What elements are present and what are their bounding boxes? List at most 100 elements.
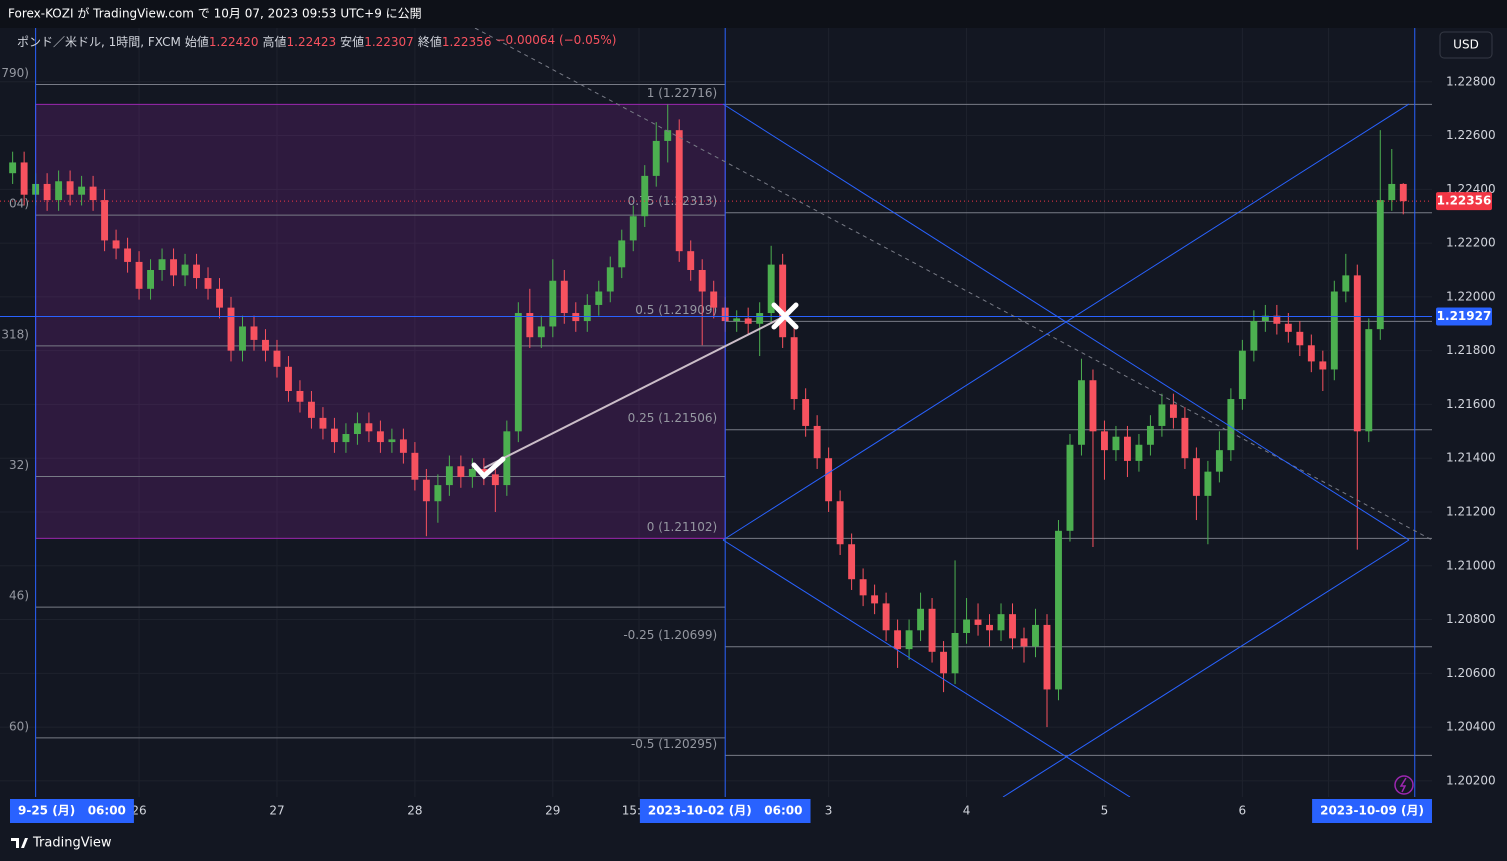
candle-body <box>43 183 51 201</box>
channel-line <box>722 539 1131 797</box>
candle-body <box>790 337 798 400</box>
candle-body <box>445 466 453 486</box>
candle-body <box>687 251 695 270</box>
candle-body <box>468 468 476 478</box>
channel-line <box>722 103 1410 541</box>
candle-body <box>204 278 212 289</box>
candle-body <box>1330 291 1338 370</box>
candle-body <box>1376 200 1384 330</box>
y-tick-label: 1.20600 <box>1446 666 1496 680</box>
candle-body <box>560 280 568 314</box>
candle-body <box>319 417 327 429</box>
candle-body <box>595 291 603 305</box>
currency-button[interactable] <box>1439 31 1493 59</box>
candle-body <box>871 595 879 604</box>
candle-body <box>1365 329 1373 432</box>
candle-body <box>572 313 580 322</box>
candle-body <box>1284 323 1292 332</box>
ohlc-value: 1.22420 <box>208 35 259 49</box>
time-marker-box <box>639 799 811 823</box>
candle-body <box>537 326 545 338</box>
candle-body <box>399 439 407 453</box>
candle-body <box>618 240 626 268</box>
candle-body <box>1158 404 1166 426</box>
candle-body <box>940 651 948 674</box>
candle-body <box>353 423 361 435</box>
candle-body <box>641 175 649 217</box>
candle-body <box>1261 315 1269 322</box>
fib-label: 04) <box>9 197 29 211</box>
candle-body <box>330 428 338 443</box>
candle-body <box>480 468 488 475</box>
candle-body <box>583 304 591 322</box>
brand-name: TradingView <box>32 836 112 851</box>
ohlc-label: 安値 <box>340 35 365 49</box>
candle-body <box>1089 380 1097 432</box>
candle-body <box>744 318 752 324</box>
candle-body <box>836 501 844 545</box>
ohlc: 終値1.22356 <box>418 33 492 50</box>
candle-body <box>928 608 936 652</box>
candle-body <box>698 269 706 292</box>
symbol: ポンド／米ドル, 1時間, FXCM <box>17 35 181 49</box>
candle-body <box>526 313 534 338</box>
fib-label: 1 (1.22716) <box>647 86 717 100</box>
candle-body <box>1032 624 1039 647</box>
candle-body <box>1342 275 1350 292</box>
candle-body <box>78 186 86 195</box>
fib-label: -0.5 (1.20295) <box>631 737 717 751</box>
x-tick-label: 3 <box>825 804 833 818</box>
candle-body <box>9 162 17 174</box>
arrow-line <box>483 315 786 469</box>
y-tick-label: 1.22600 <box>1446 128 1496 142</box>
time-marker-label: 2023-10-09 (月) <box>1320 804 1424 818</box>
candle-body <box>1078 380 1085 445</box>
candle-body <box>549 280 557 327</box>
candle-body <box>158 259 166 270</box>
x-tick-label: 29 <box>545 804 560 818</box>
alert-icon[interactable] <box>1394 775 1414 795</box>
candle-body <box>606 267 614 292</box>
candle-body <box>250 326 258 340</box>
candle-body <box>859 579 867 596</box>
candle-body <box>1135 444 1143 461</box>
candle-body <box>514 313 522 432</box>
candle-body <box>101 200 109 241</box>
candle-body <box>1020 638 1028 647</box>
ohlc: 始値1.22420 <box>185 33 259 50</box>
x-tick-label: 5 <box>1101 804 1109 818</box>
candle-body <box>124 248 132 262</box>
candle-body <box>308 401 315 418</box>
y-tick-label: 1.20400 <box>1446 720 1496 734</box>
cross-icon <box>771 302 799 330</box>
candle-body <box>434 485 442 502</box>
alert-icon-bolt <box>1399 777 1407 793</box>
ohlc-value: 1.22356 <box>441 35 492 49</box>
x-tick-label: 27 <box>269 804 284 818</box>
candle-body <box>710 291 718 308</box>
candle-body <box>986 624 993 631</box>
fib-label: 0.5 (1.21909) <box>635 303 717 317</box>
candle-body <box>1181 417 1189 459</box>
candle-body <box>963 619 970 633</box>
fib-label: 60) <box>9 719 29 733</box>
candle-body <box>55 181 63 201</box>
candle-body <box>974 619 982 625</box>
ohlc-label: 始値 <box>184 35 209 49</box>
candle-body <box>1043 624 1051 690</box>
candle-body <box>1055 530 1062 690</box>
candle-body <box>342 434 350 443</box>
candle-body <box>825 458 833 502</box>
candle-body <box>629 216 637 241</box>
candle-body <box>664 130 672 141</box>
candle-body <box>20 162 28 195</box>
fib-label: 790) <box>1 66 29 80</box>
price-label: 1.21927 <box>1437 309 1492 323</box>
candle-body <box>1215 450 1223 472</box>
trend-line <box>474 28 1432 541</box>
candle-body <box>147 269 155 289</box>
candle-body <box>181 264 189 276</box>
label-layer: 1.228001.226001.224001.222001.220001.218… <box>10 74 1496 823</box>
y-tick-label: 1.21800 <box>1446 343 1496 357</box>
